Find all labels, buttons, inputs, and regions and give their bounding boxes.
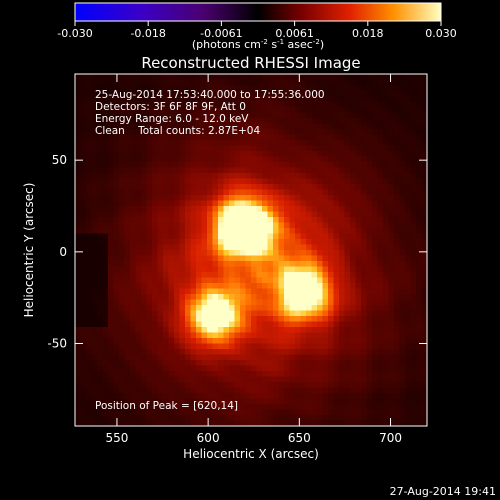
colorbar-tick-label: 0.0061 <box>275 27 314 40</box>
y-tick-label: 50 <box>52 153 67 167</box>
footer-timestamp: 27-Aug-2014 19:41 <box>390 485 496 498</box>
annotation-total-counts: Clean Total counts: 2.87E+04 <box>95 125 260 137</box>
colorbar-tick-label: -0.0061 <box>200 27 242 40</box>
colorbar-unit-label: (photons cm-2 s-1 asec-2) <box>192 38 324 51</box>
x-tick-label: 700 <box>379 431 402 445</box>
y-tick-label: -50 <box>47 337 67 351</box>
colorbar-ticks: -0.030 -0.018 -0.0061 0.0061 0.018 0.030 <box>57 21 457 40</box>
colorbar-tick-label: 0.030 <box>425 27 457 40</box>
colorbar-tick-label: 0.018 <box>352 27 384 40</box>
y-axis-label: Heliocentric Y (arcsec) <box>22 183 36 318</box>
x-tick-label: 650 <box>288 431 311 445</box>
chart-title: Reconstructed RHESSI Image <box>141 54 360 72</box>
colorbar <box>74 2 442 22</box>
x-axis-label: Heliocentric X (arcsec) <box>183 447 319 461</box>
annotation-block: 25-Aug-2014 17:53:40.000 to 17:55:36.000… <box>95 89 325 137</box>
peak-position-label: Position of Peak = [620,14] <box>95 400 238 412</box>
axis-ticks: 550 600 650 700 50 0 -50 <box>47 74 427 445</box>
annotation-energy-range: Energy Range: 6.0 - 12.0 keV <box>95 113 249 125</box>
colorbar-tick-label: -0.018 <box>130 27 165 40</box>
colorbar-tick-label: -0.030 <box>57 27 92 40</box>
x-tick-label: 600 <box>197 431 220 445</box>
plot-frame <box>74 73 428 427</box>
x-tick-label: 550 <box>105 431 128 445</box>
y-tick-label: 0 <box>59 245 67 259</box>
annotation-time-range: 25-Aug-2014 17:53:40.000 to 17:55:36.000 <box>95 89 325 101</box>
heatmap-image <box>75 74 427 426</box>
annotation-detectors: Detectors: 3F 6F 8F 9F, Att 0 <box>95 101 246 113</box>
